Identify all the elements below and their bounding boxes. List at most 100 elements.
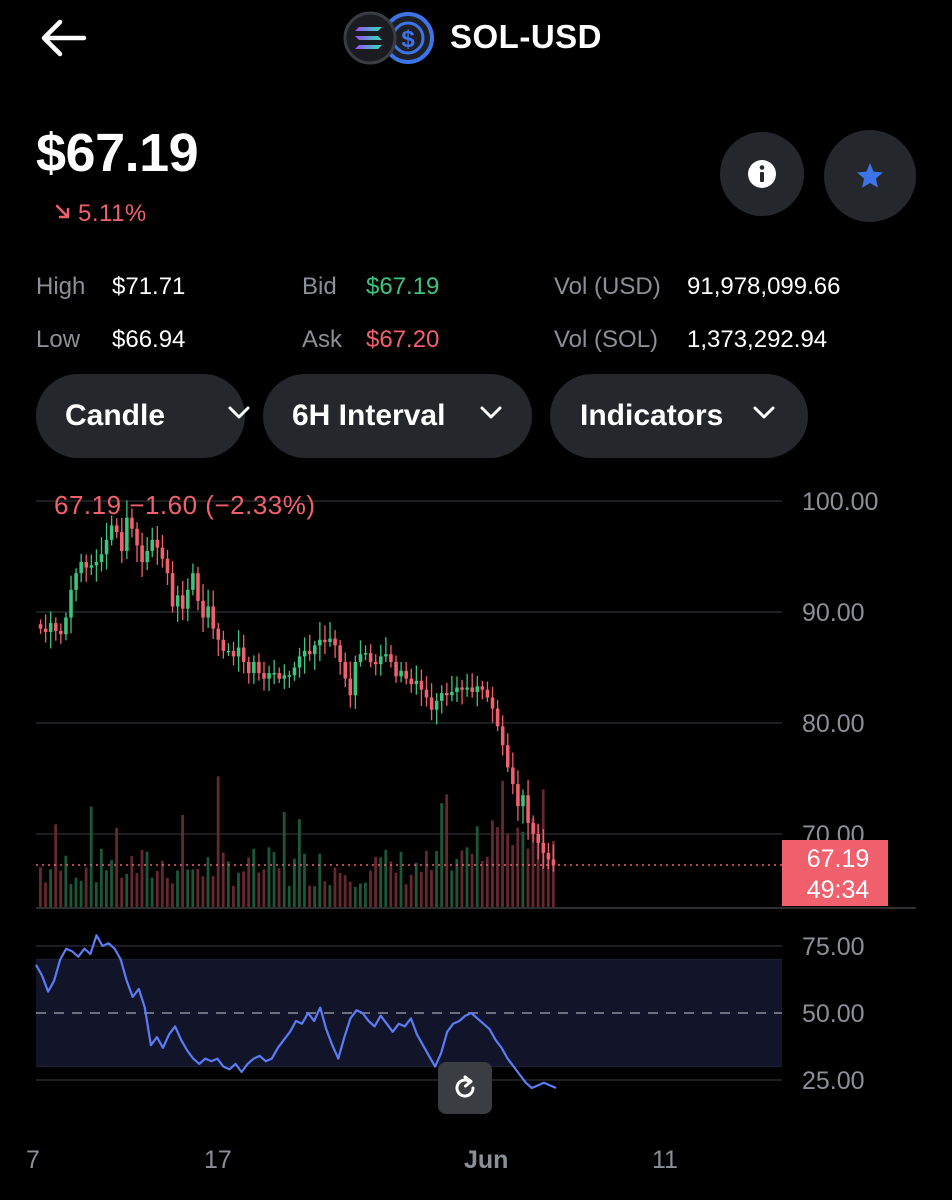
coin-pair-icons: $ <box>342 10 438 66</box>
arrow-left-icon <box>41 19 87 57</box>
vol-sol-label: Vol (SOL) <box>554 326 659 353</box>
candle-body <box>389 654 393 662</box>
candle-body <box>69 589 73 618</box>
interval-dropdown[interactable]: 6H Interval <box>263 374 532 458</box>
candle-body <box>150 539 155 551</box>
candle-body <box>175 595 180 607</box>
candle-body <box>521 795 525 807</box>
volume-bar <box>226 861 230 907</box>
usd-coin-icon: $ <box>382 12 434 64</box>
volume-bar <box>125 873 129 907</box>
volume-bar <box>267 847 271 907</box>
volume-bar <box>516 827 520 907</box>
candle-body <box>246 661 251 674</box>
candle-body <box>262 673 266 679</box>
chart-type-dropdown[interactable]: Candle <box>36 374 250 458</box>
candle-body <box>221 639 226 651</box>
star-icon <box>857 163 883 188</box>
volume-bar <box>546 852 550 907</box>
high-label: High <box>36 273 86 300</box>
countdown-tag: 49:34 <box>807 876 870 904</box>
volume-bar <box>237 872 240 907</box>
candle-body <box>450 691 454 696</box>
volume-bar <box>435 851 438 907</box>
candle-body <box>125 517 129 551</box>
volume-bar <box>338 872 342 907</box>
svg-text:$: $ <box>401 26 415 53</box>
x-axis-label: 7 <box>26 1146 40 1174</box>
candle-body <box>64 617 68 635</box>
candle-body <box>368 653 373 662</box>
volume-bar <box>140 849 144 907</box>
volume-bar <box>343 875 347 907</box>
chart-type-label: Candle <box>65 399 166 432</box>
rsi-axis-label: 50.00 <box>802 1000 865 1028</box>
interval-label: 6H Interval <box>292 399 446 432</box>
candle-body <box>358 654 363 662</box>
candle-body <box>379 656 383 665</box>
candle-body <box>155 539 160 548</box>
volume-bar <box>455 858 459 907</box>
volume-bar <box>419 871 423 907</box>
volume-bar <box>450 870 454 907</box>
volume-bar <box>39 867 42 907</box>
volume-bar <box>201 876 205 907</box>
volume-bar <box>501 780 504 907</box>
volume-bar <box>333 867 337 907</box>
candle-body <box>429 697 434 710</box>
candle-body <box>505 745 510 768</box>
volume-bar <box>150 877 154 907</box>
chevron-down-icon <box>228 406 250 419</box>
candle-body <box>384 654 388 657</box>
candle-body <box>536 834 541 843</box>
indicators-dropdown[interactable]: Indicators <box>550 374 808 458</box>
candle-body <box>160 547 165 559</box>
candle-body <box>170 573 175 607</box>
volume-bar <box>308 885 311 907</box>
watchlist-star-button[interactable] <box>824 130 916 222</box>
candle-body <box>424 689 429 698</box>
info-button[interactable] <box>720 132 804 216</box>
candle-body <box>419 680 424 690</box>
candle-body <box>135 528 139 546</box>
candle-body <box>84 562 89 568</box>
price-axis-label: 80.00 <box>802 710 865 738</box>
candle-body <box>490 697 495 709</box>
volume-bar <box>221 852 225 907</box>
volume-bar <box>531 818 535 907</box>
candle-body <box>196 573 200 601</box>
volume-bar <box>480 860 484 907</box>
volume-bar <box>465 847 469 907</box>
refresh-icon <box>455 1075 475 1098</box>
candle-body <box>475 686 480 692</box>
volume-bar <box>318 853 322 907</box>
candle-body <box>439 693 444 701</box>
reset-zoom-button[interactable] <box>438 1062 492 1114</box>
header: $ SOL-USD <box>0 0 952 80</box>
volume-bar <box>49 869 52 907</box>
candle-body <box>211 606 215 629</box>
candle-body <box>231 650 236 657</box>
volume-bar <box>206 857 210 907</box>
candle-body <box>511 767 515 785</box>
volume-bar <box>394 872 398 907</box>
volume-bar <box>399 851 403 907</box>
high-value: $71.71 <box>112 273 186 300</box>
candle-body <box>531 822 535 834</box>
volume-bar <box>445 794 449 907</box>
candle-body <box>480 686 485 690</box>
volume-bar <box>211 876 215 907</box>
volume-bar <box>69 883 73 907</box>
candle-body <box>485 689 490 698</box>
volume-bar <box>160 860 164 907</box>
volume-bar <box>257 872 261 907</box>
candle-body <box>145 550 149 563</box>
vol-usd-value: 91,978,099.66 <box>687 273 841 300</box>
candle-body <box>343 661 348 679</box>
volume-bar <box>404 884 408 907</box>
candle-body <box>94 562 99 566</box>
current-price-tag: 67.19 <box>807 845 870 873</box>
back-button[interactable] <box>36 16 90 60</box>
chart-legend: 67.19 −1.60 (−2.33%) <box>54 490 316 520</box>
